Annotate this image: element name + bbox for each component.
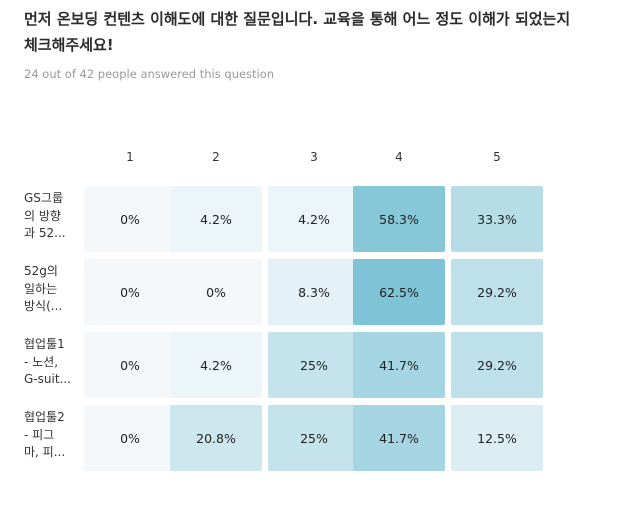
row-label-line: 협업툴2 xyxy=(24,410,65,424)
heatmap-cell: 62.5% xyxy=(353,259,445,325)
row-label: 협업툴1 - 노션, G-suit... xyxy=(24,336,90,389)
question-title-line2: 체크해주세요! xyxy=(24,36,114,54)
question-title: 먼저 온보딩 컨텐츠 이해도에 대한 질문입니다. 교육을 통해 어느 정도 이… xyxy=(24,6,624,58)
heatmap-cell: 58.3% xyxy=(353,186,445,252)
heatmap-cell: 0% xyxy=(84,186,176,252)
response-count: 24 out of 42 people answered this questi… xyxy=(24,67,275,81)
heatmap-cell: 29.2% xyxy=(451,332,543,398)
heatmap-cell: 12.5% xyxy=(451,405,543,471)
heatmap-cell: 41.7% xyxy=(353,332,445,398)
column-header: 1 xyxy=(126,150,134,164)
column-header: 4 xyxy=(395,150,403,164)
row-label-line: 52g의 xyxy=(24,264,58,278)
row-label-line: 과 52... xyxy=(24,226,66,240)
heatmap-cell: 20.8% xyxy=(170,405,262,471)
heatmap-cell: 25% xyxy=(268,332,360,398)
column-header: 5 xyxy=(493,150,501,164)
row-label-line: 협업툴1 xyxy=(24,337,65,351)
row-label-line: 마, 피... xyxy=(24,445,66,459)
heatmap-cell: 0% xyxy=(84,259,176,325)
row-label-line: 의 방향 xyxy=(24,208,61,223)
heatmap-cell: 0% xyxy=(84,332,176,398)
row-label-line: - 피그 xyxy=(24,427,55,442)
heatmap-cell: 29.2% xyxy=(451,259,543,325)
question-title-line1: 먼저 온보딩 컨텐츠 이해도에 대한 질문입니다. 교육을 통해 어느 정도 이… xyxy=(24,10,571,28)
row-label-line: GS그룹 xyxy=(24,191,63,205)
heatmap-cell: 25% xyxy=(268,405,360,471)
heatmap-cell: 0% xyxy=(170,259,262,325)
heatmap-cell: 4.2% xyxy=(170,186,262,252)
row-label-line: 일하는 xyxy=(24,281,58,296)
row-label-line: 방식(... xyxy=(24,299,63,313)
row-label-line: G-suit... xyxy=(24,372,71,386)
heatmap-cell: 8.3% xyxy=(268,259,360,325)
heatmap-cell: 0% xyxy=(84,405,176,471)
column-header: 3 xyxy=(310,150,318,164)
heatmap-cell: 4.2% xyxy=(268,186,360,252)
heatmap-cell: 41.7% xyxy=(353,405,445,471)
heatmap-cell: 33.3% xyxy=(451,186,543,252)
column-header: 2 xyxy=(212,150,220,164)
row-label-line: - 노션, xyxy=(24,354,59,369)
heatmap-cell: 4.2% xyxy=(170,332,262,398)
